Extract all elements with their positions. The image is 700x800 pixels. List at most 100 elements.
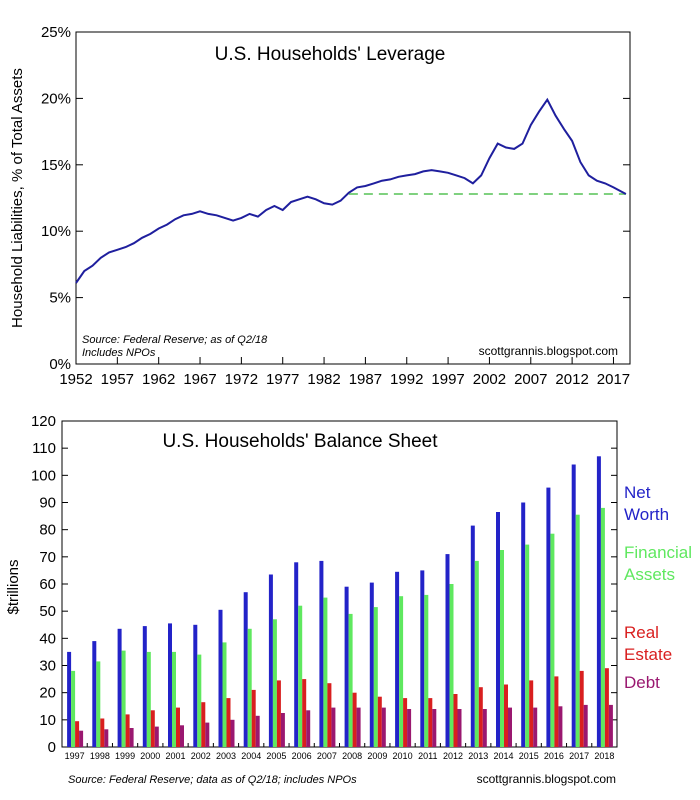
bar-real-estate	[604, 668, 609, 747]
x-tick-label: 2008	[342, 751, 362, 761]
source-note-line2: Includes NPOs	[82, 347, 156, 359]
y-tick-label: 10%	[41, 223, 71, 240]
bar-real-estate	[579, 670, 584, 747]
bar-net-worth	[319, 560, 324, 747]
x-tick-label: 2012	[443, 751, 463, 761]
bar-real-estate	[226, 698, 231, 747]
x-tick-label: 2007	[514, 371, 547, 385]
bar-financial-assets	[172, 651, 176, 747]
bar-debt	[154, 726, 159, 747]
x-tick-label: 1967	[183, 371, 216, 385]
bar-debt	[508, 707, 512, 747]
bar-debt	[381, 707, 386, 747]
x-tick-label: 1972	[225, 371, 258, 385]
x-tick-label: 1977	[266, 371, 299, 385]
x-axis-ticks: 1952 1957 1962 1967 1972 1977 1982 1987 1992 1997…	[59, 357, 630, 385]
x-tick-label: 1997	[431, 371, 464, 385]
bar-net-worth	[470, 525, 475, 747]
bar-net-worth	[420, 570, 425, 747]
bar-debt	[129, 728, 134, 747]
x-tick-label: 1987	[349, 371, 382, 385]
x-tick-label: 2017	[597, 371, 630, 385]
bar-net-worth	[218, 609, 223, 747]
bar-financial-assets	[373, 607, 378, 747]
bar-financial-assets	[71, 670, 76, 747]
bar-debt	[608, 704, 613, 747]
y-tick-label: 20%	[41, 90, 71, 107]
bar-real-estate	[352, 692, 357, 747]
x-tick-label: 2017	[569, 751, 589, 761]
y-axis-ticks: 0% 5% 10% 15% 20% 25%	[41, 24, 630, 373]
legend-line: Real	[624, 623, 659, 642]
legend-real-estate: Real Estate	[624, 623, 672, 664]
legend-line: Net	[624, 483, 651, 502]
bar-net-worth	[546, 487, 551, 747]
x-tick-label: 1952	[59, 371, 92, 385]
x-tick-label: 2011	[418, 751, 437, 761]
x-tick-label: 2016	[544, 751, 564, 761]
bar-financial-assets	[424, 594, 429, 747]
leverage-chart: 0% 5% 10% 15% 20% 25% 1952 1957 1962 1967 1972 197…	[9, 24, 631, 385]
y-tick-label: 5%	[49, 290, 71, 307]
bar-real-estate	[529, 680, 534, 747]
bar-debt	[280, 713, 285, 747]
credit-text: scottgrannis.blogspot.com	[479, 344, 618, 358]
y-tick-label: 0%	[49, 356, 71, 373]
bar-real-estate	[125, 714, 130, 747]
bar-net-worth	[168, 623, 172, 747]
bar-debt	[457, 709, 462, 747]
y-tick-label: 0	[48, 739, 56, 756]
leverage-series-line	[75, 97, 627, 284]
x-tick-label: 2018	[594, 751, 614, 761]
bar-financial-assets	[399, 596, 404, 747]
bar-financial-assets	[348, 613, 353, 747]
bar-real-estate	[251, 689, 256, 747]
y-tick-label: 110	[32, 440, 56, 457]
bar-real-estate	[302, 679, 307, 747]
y-tick-label: 100	[31, 467, 56, 484]
y-tick-label: 70	[39, 549, 56, 566]
bar-financial-assets	[96, 661, 101, 747]
x-tick-label: 1962	[142, 371, 175, 385]
x-tick-label: 1997	[65, 751, 85, 761]
bar-real-estate	[150, 710, 155, 747]
bar-financial-assets	[121, 650, 126, 747]
bar-financial-assets	[449, 584, 454, 747]
y-tick-label: 15%	[41, 157, 71, 174]
legend-net-worth: Net Worth	[624, 483, 669, 524]
x-tick-label: 2001	[166, 751, 186, 761]
bar-debt	[331, 707, 336, 747]
x-tick-label: 2013	[468, 751, 488, 761]
bar-net-worth	[243, 592, 248, 747]
bar-net-worth	[117, 628, 122, 747]
bar-debt	[533, 707, 538, 747]
bar-net-worth	[92, 641, 97, 747]
bar-real-estate	[377, 696, 382, 747]
y-tick-label: 80	[39, 522, 56, 539]
y-axis-ticks: 0 10 20 30 40 50 60 70 80 90 100 110 120	[31, 413, 617, 756]
legend-line: Estate	[624, 645, 672, 664]
y-tick-label: 20	[39, 685, 56, 702]
bar-financial-assets	[525, 544, 530, 747]
x-tick-label: 2009	[367, 751, 387, 761]
bar-debt	[255, 715, 260, 747]
bar-debt	[306, 710, 311, 747]
legend-line: Debt	[624, 673, 660, 692]
bar-financial-assets	[323, 597, 328, 747]
x-tick-label: 2005	[266, 751, 286, 761]
plot-area	[75, 31, 631, 365]
bar-real-estate	[327, 683, 332, 747]
bar-net-worth	[369, 582, 374, 747]
x-tick-label: 2002	[191, 751, 211, 761]
bar-debt	[558, 706, 563, 748]
bar-net-worth	[294, 562, 299, 747]
x-tick-label: 1998	[90, 751, 110, 761]
bar-debt	[205, 722, 210, 747]
bar-net-worth	[571, 464, 576, 747]
x-tick-label: 2010	[393, 751, 413, 761]
bar-financial-assets	[600, 507, 605, 747]
bar-real-estate	[478, 687, 483, 747]
legend-financial-assets: Financial Assets	[624, 543, 692, 584]
bar-debt	[407, 709, 412, 747]
